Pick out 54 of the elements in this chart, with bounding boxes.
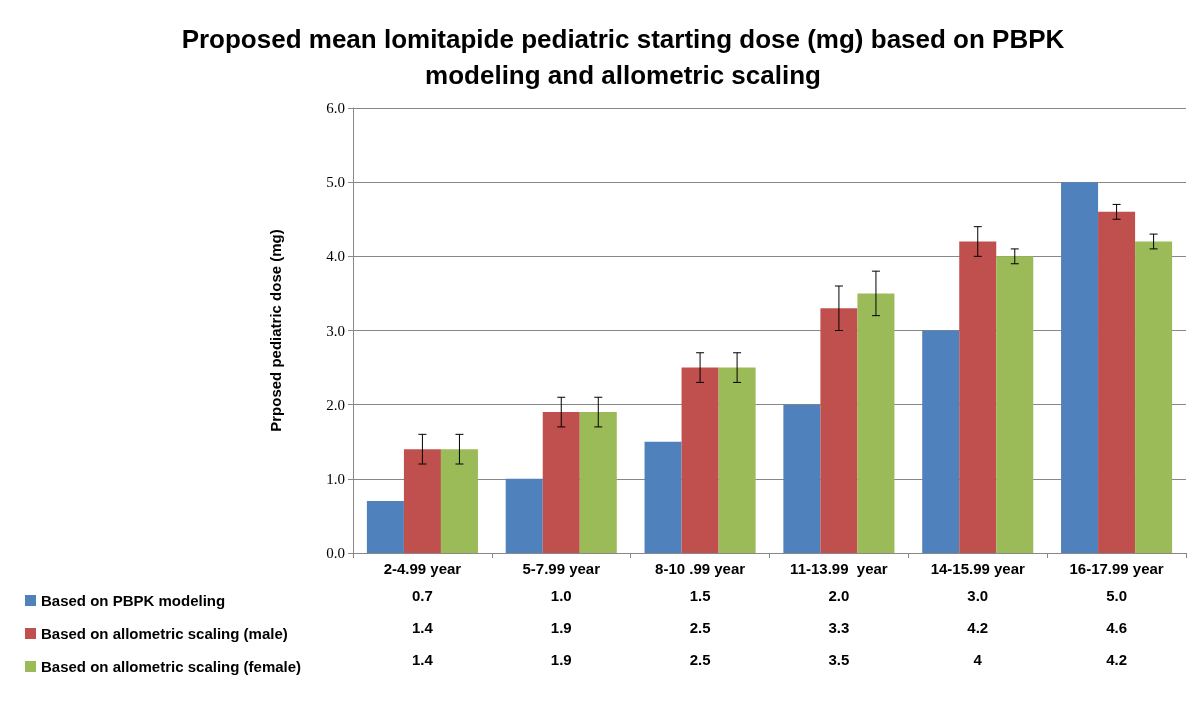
y-tick-label: 0.0: [326, 545, 345, 561]
data-label: 2.5: [689, 618, 711, 636]
data-label: 1.4: [411, 618, 434, 636]
bar: [857, 293, 895, 553]
bar: [820, 308, 858, 553]
data-label: 1.4: [411, 650, 434, 668]
data-label: 1.9: [550, 618, 572, 636]
bar: [644, 441, 682, 553]
legend-label: Based on allometric scaling (female): [41, 658, 302, 675]
bar: [440, 449, 478, 553]
data-label: 1.0: [550, 586, 572, 604]
data-label: 1.5: [689, 586, 711, 604]
x-tick-label: 11-13.99 year: [790, 560, 888, 577]
bar: [718, 367, 756, 553]
bar: [542, 412, 580, 553]
data-label: 4.2: [967, 618, 989, 636]
legend-label: Based on allometric scaling (male): [41, 625, 288, 642]
data-label: 2.0: [828, 586, 850, 604]
bar: [366, 501, 404, 553]
x-tick-label: 5-7.99 year: [522, 560, 601, 577]
bar: [403, 449, 441, 553]
bar: [922, 330, 960, 553]
y-tick-label: 6.0: [326, 100, 345, 116]
bar: [783, 404, 821, 553]
data-label: 2.5: [689, 650, 711, 668]
data-label: 4.2: [1106, 650, 1128, 668]
x-tick-label: 2-4.99 year: [383, 560, 462, 577]
x-tick-label: 8-10 .99 year: [655, 560, 746, 577]
x-tick-label: 14-15.99 year: [930, 560, 1026, 577]
data-label: 1.9: [550, 650, 572, 668]
x-tick-label: 16-17.99 year: [1069, 560, 1164, 577]
data-label: 3.5: [828, 650, 850, 668]
bar: [959, 241, 997, 553]
y-tick-label: 4.0: [326, 248, 345, 265]
y-tick-label: 1.0: [326, 470, 345, 487]
data-label: 0.7: [411, 586, 433, 604]
y-tick-label: 5.0: [326, 174, 345, 191]
y-tick-label: 2.0: [326, 396, 345, 413]
data-label: 3.0: [967, 586, 989, 604]
bar: [505, 478, 543, 553]
data-label: 5.0: [1106, 586, 1128, 604]
bar: [996, 256, 1034, 553]
y-tick-label: 3.0: [326, 322, 345, 339]
y-axis-title: Prposed pediatric dose (mg): [267, 229, 284, 432]
data-label: 3.3: [828, 618, 850, 636]
data-label: 4.6: [1106, 618, 1128, 636]
data-label: 4: [973, 650, 983, 668]
bar: [681, 367, 719, 553]
legend-label: Based on PBPK modeling: [41, 592, 226, 609]
bar: [1061, 182, 1099, 553]
bar: [579, 412, 617, 553]
bar: [1135, 241, 1173, 553]
chart-title: Proposed mean lomitapide pediatric starting dose (mg) based on PBPK modeling and allometric scaling: [181, 24, 1065, 90]
bar: [1098, 211, 1136, 553]
